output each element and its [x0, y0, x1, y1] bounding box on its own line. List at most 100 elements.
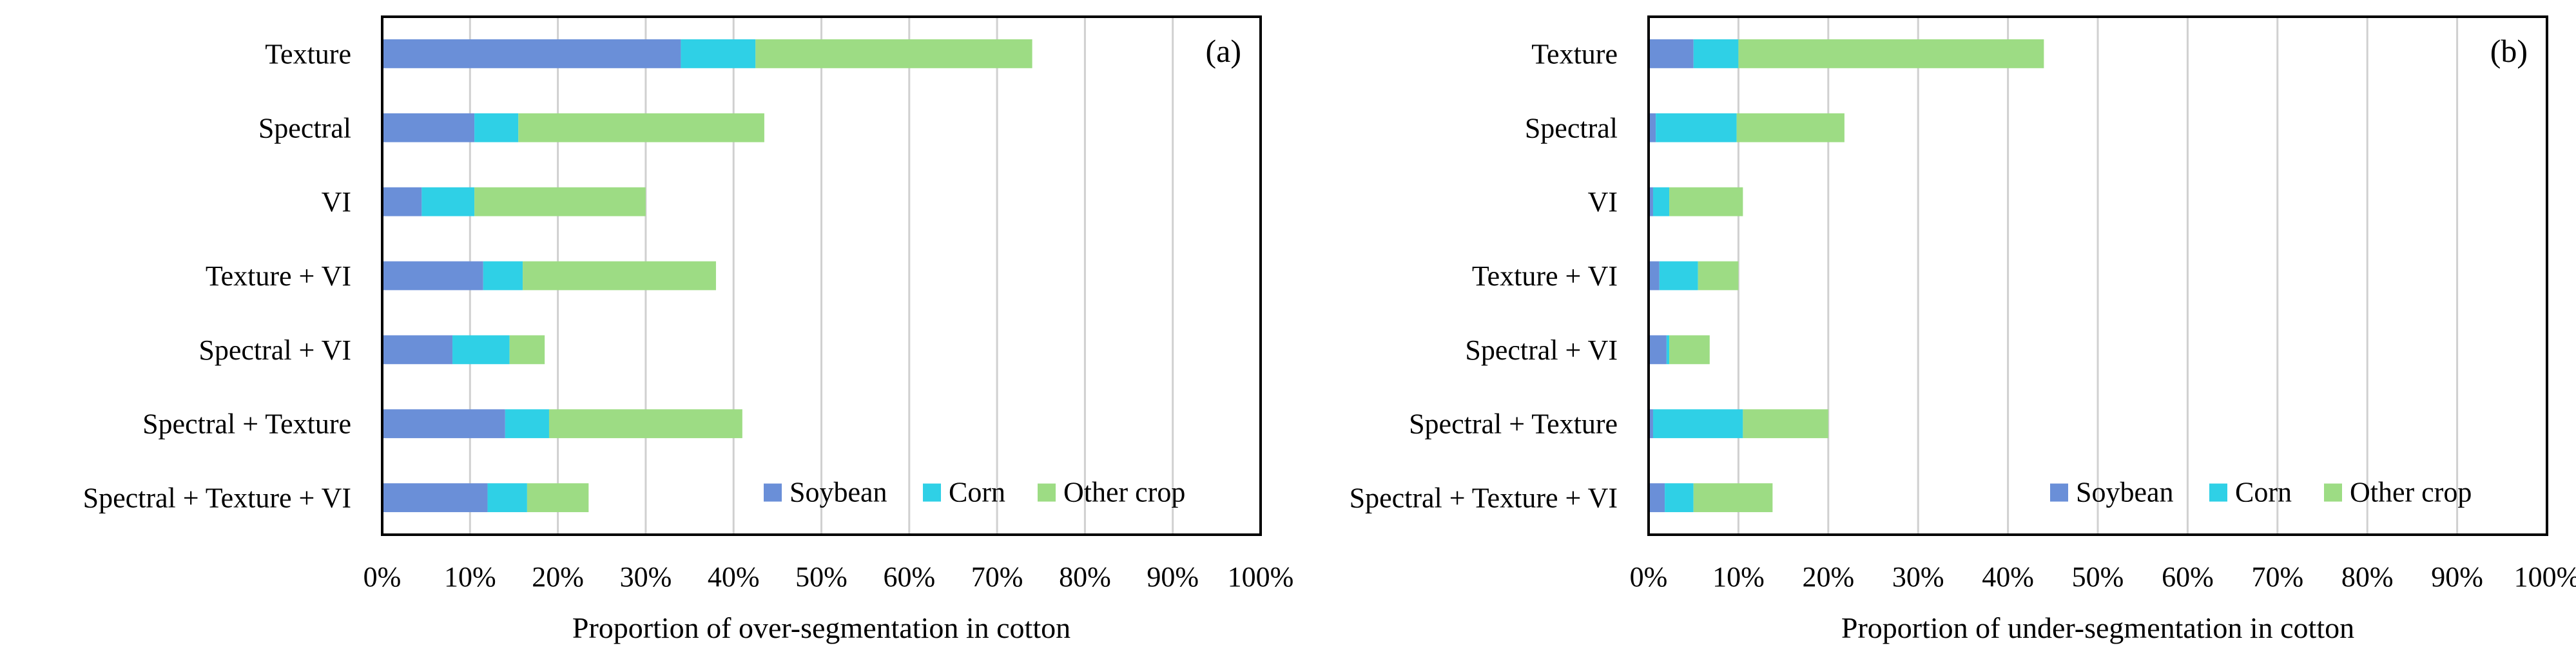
- legend-label-other-crop: Other crop: [2350, 477, 2472, 508]
- x-tick-label: 40%: [1982, 561, 2034, 593]
- bar-soybean-spectral-vi: [1649, 335, 1667, 365]
- bar-soybean-spectral-texture-vi: [382, 483, 488, 512]
- x-tick-label: 40%: [708, 561, 760, 593]
- panel-a: Texture Spectral VI Texture + VI Spectral + …: [83, 15, 1294, 644]
- bar-corn-spectral-vi: [1666, 335, 1670, 365]
- bar-soybean-spectral-texture: [382, 409, 505, 439]
- bar-soybean-spectral-texture-vi: [1649, 483, 1665, 512]
- bar-corn-vi: [1652, 187, 1670, 216]
- bar-soybean-texture: [382, 39, 681, 68]
- bar-corn-vi: [421, 187, 475, 216]
- legend-label-soybean: Soybean: [2076, 477, 2174, 508]
- bar-other-crop-spectral-texture-vi: [1693, 483, 1773, 512]
- bar-corn-spectral-texture: [1652, 409, 1743, 439]
- legend-a: Soybean Corn Other crop: [764, 477, 1185, 508]
- bar-soybean-spectral: [1649, 113, 1656, 142]
- bar-other-crop-spectral-vi: [509, 335, 545, 365]
- x-tick-label: 60%: [883, 561, 935, 593]
- bar-corn-texture: [1693, 39, 1739, 68]
- category-label-texture-vi: Texture + VI: [1472, 260, 1618, 292]
- legend-b: Soybean Corn Other crop: [2050, 477, 2472, 508]
- legend-label-corn: Corn: [949, 477, 1005, 508]
- bar-soybean-spectral: [382, 113, 475, 142]
- x-tick-label: 30%: [1892, 561, 1944, 593]
- category-label-spectral: Spectral: [1525, 112, 1618, 144]
- bar-other-crop-spectral-vi: [1669, 335, 1710, 365]
- x-tick-label: 10%: [1712, 561, 1765, 593]
- bar-soybean-texture-vi: [1649, 261, 1660, 291]
- category-label-spectral-texture-vi: Spectral + Texture + VI: [1350, 483, 1618, 514]
- legend-swatch-other-crop: [2324, 483, 2342, 502]
- x-tick-label: 70%: [971, 561, 1023, 593]
- bar-other-crop-spectral-texture-vi: [527, 483, 589, 512]
- category-label-texture: Texture: [265, 38, 351, 70]
- bar-corn-spectral: [474, 113, 519, 142]
- category-labels-b: Texture Spectral VI Texture + VI Spectral + …: [1350, 38, 1618, 513]
- bar-soybean-spectral-vi: [382, 335, 453, 365]
- category-label-spectral-texture: Spectral + Texture: [1409, 408, 1618, 440]
- category-label-spectral-texture-vi: Spectral + Texture + VI: [83, 483, 351, 514]
- bar-soybean-spectral-texture: [1649, 409, 1653, 439]
- bar-corn-spectral-texture-vi: [1665, 483, 1694, 512]
- bar-other-crop-spectral-texture: [1743, 409, 1828, 439]
- plot-frame-b: [1647, 15, 2548, 536]
- x-tick-labels-b: 0% 10% 20% 30% 40% 50% 60% 70% 80% 90% 100%: [1630, 561, 2576, 593]
- bar-other-crop-spectral: [1736, 113, 1845, 142]
- bar-corn-texture: [681, 39, 756, 68]
- category-label-vi: VI: [322, 186, 351, 218]
- bar-soybean-texture: [1649, 39, 1694, 68]
- bar-corn-spectral-texture: [505, 409, 549, 439]
- x-tick-label: 100%: [2514, 561, 2576, 593]
- x-tick-label: 50%: [2072, 561, 2124, 593]
- x-tick-label: 60%: [2162, 561, 2214, 593]
- bar-corn-spectral-vi: [452, 335, 510, 365]
- bar-corn-texture-vi: [1659, 261, 1698, 291]
- x-tick-label: 90%: [2431, 561, 2483, 593]
- legend-label-other-crop: Other crop: [1063, 477, 1185, 508]
- bar-corn-spectral: [1656, 113, 1737, 142]
- bar-other-crop-vi: [474, 187, 646, 216]
- x-tick-label: 0%: [1630, 561, 1668, 593]
- legend-swatch-corn: [2209, 483, 2227, 502]
- x-tick-label: 20%: [1802, 561, 1854, 593]
- panel-b: Texture Spectral VI Texture + VI Spectral + …: [1350, 15, 2576, 644]
- x-tick-label: 20%: [532, 561, 584, 593]
- bar-other-crop-texture: [1738, 39, 2044, 68]
- x-axis-title-b: Proportion of under-segmentation in cott…: [1841, 611, 2354, 644]
- category-label-spectral-vi: Spectral + VI: [1465, 334, 1618, 366]
- x-tick-label: 10%: [444, 561, 496, 593]
- category-label-spectral-vi: Spectral + VI: [199, 334, 351, 366]
- category-label-spectral-texture: Spectral + Texture: [142, 408, 351, 440]
- category-label-texture-vi: Texture + VI: [206, 260, 351, 292]
- x-tick-label: 30%: [620, 561, 672, 593]
- legend-label-soybean: Soybean: [789, 477, 887, 508]
- x-tick-label: 90%: [1147, 561, 1199, 593]
- x-tick-label: 70%: [2251, 561, 2303, 593]
- bar-other-crop-texture-vi: [1698, 261, 1739, 291]
- grid-lines-a: [469, 17, 1174, 535]
- grid-lines-b: [1737, 17, 2459, 535]
- category-label-vi: VI: [1588, 186, 1618, 218]
- bar-soybean-vi: [382, 187, 422, 216]
- panel-label-a: (a): [1206, 33, 1242, 69]
- x-tick-label: 50%: [795, 561, 847, 593]
- legend-swatch-corn: [923, 483, 941, 502]
- category-labels-a: Texture Spectral VI Texture + VI Spectral + …: [83, 38, 351, 513]
- panel-label-b: (b): [2490, 33, 2528, 69]
- x-tick-label: 80%: [2341, 561, 2394, 593]
- bars-b: [1649, 39, 2044, 512]
- legend-swatch-soybean: [2050, 483, 2068, 502]
- bar-corn-spectral-texture-vi: [487, 483, 527, 512]
- x-tick-label: 0%: [363, 561, 402, 593]
- x-tick-labels-a: 0% 10% 20% 30% 40% 50% 60% 70% 80% 90% 100%: [363, 561, 1294, 593]
- bar-other-crop-texture-vi: [523, 261, 716, 291]
- legend-swatch-other-crop: [1038, 483, 1056, 502]
- legend-swatch-soybean: [764, 483, 782, 502]
- x-axis-title-a: Proportion of over-segmentation in cotto…: [572, 611, 1070, 644]
- bar-other-crop-spectral-texture: [548, 409, 742, 439]
- legend-label-corn: Corn: [2235, 477, 2292, 508]
- bar-other-crop-texture: [755, 39, 1032, 68]
- x-tick-label: 80%: [1059, 561, 1111, 593]
- x-tick-label: 100%: [1228, 561, 1294, 593]
